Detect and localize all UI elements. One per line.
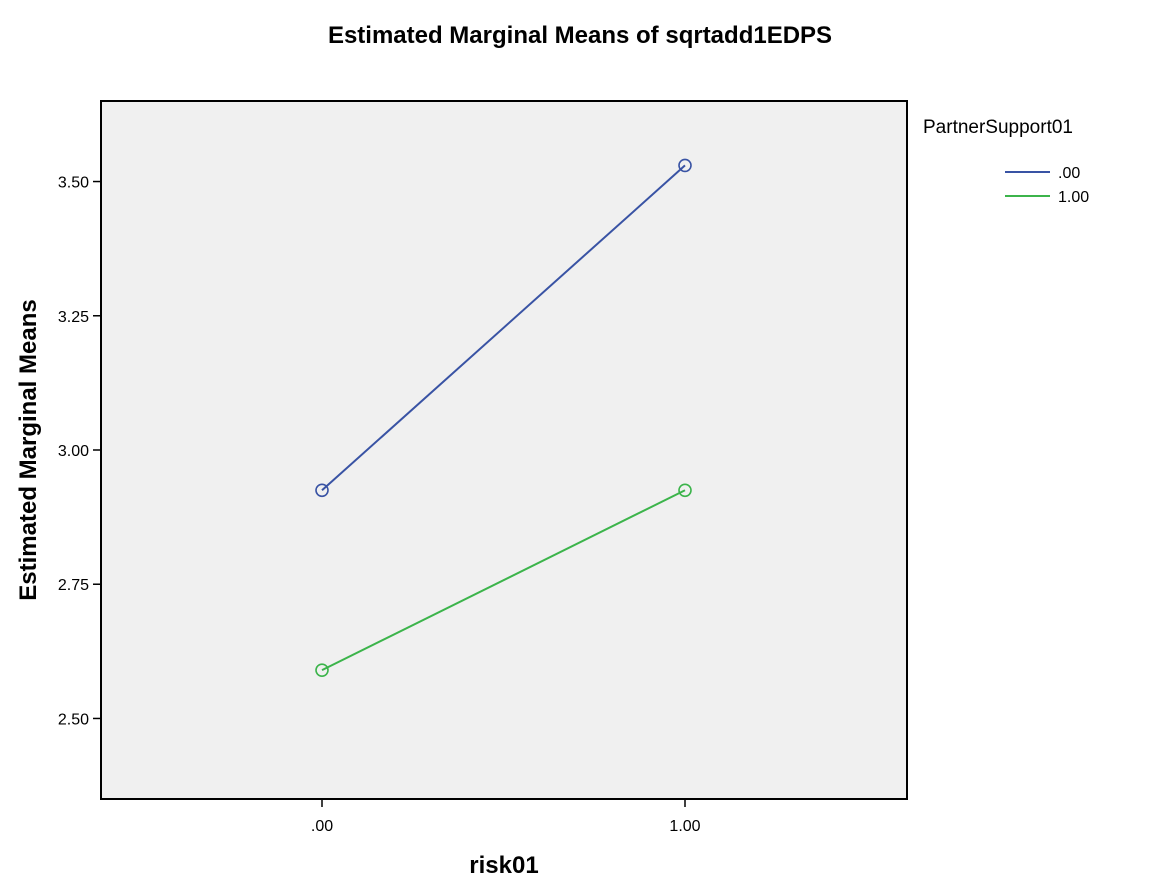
series-line-1 xyxy=(321,489,686,672)
y-tick-label: 3.00 xyxy=(58,443,89,460)
series-layer xyxy=(315,158,692,677)
y-tick-label: 3.50 xyxy=(58,175,89,192)
legend: PartnerSupport01 .00 1.00 xyxy=(923,117,1089,206)
data-point-marker xyxy=(315,483,329,498)
x-tick-label: 1.00 xyxy=(669,818,700,835)
legend-item-label: 1.00 xyxy=(1058,189,1089,206)
y-tick-label: 3.25 xyxy=(58,309,89,326)
y-axis: 2.50 2.75 3.00 3.25 3.50 xyxy=(58,175,101,728)
legend-title: PartnerSupport01 xyxy=(923,117,1073,138)
data-point-marker xyxy=(315,663,329,677)
y-tick-label: 2.50 xyxy=(58,711,89,728)
x-tick-label: .00 xyxy=(311,818,333,835)
chart-title: Estimated Marginal Means of sqrtadd1EDPS xyxy=(328,22,832,49)
series-line-0 xyxy=(321,164,686,492)
plot-area xyxy=(100,100,908,800)
x-axis: .00 1.00 xyxy=(311,799,701,835)
x-axis-title: risk01 xyxy=(469,852,538,879)
legend-item-label: .00 xyxy=(1058,165,1080,182)
data-point-marker xyxy=(678,483,692,498)
y-tick-label: 2.75 xyxy=(58,577,89,594)
data-point-marker xyxy=(678,158,692,173)
y-axis-title: Estimated Marginal Means xyxy=(15,299,42,600)
